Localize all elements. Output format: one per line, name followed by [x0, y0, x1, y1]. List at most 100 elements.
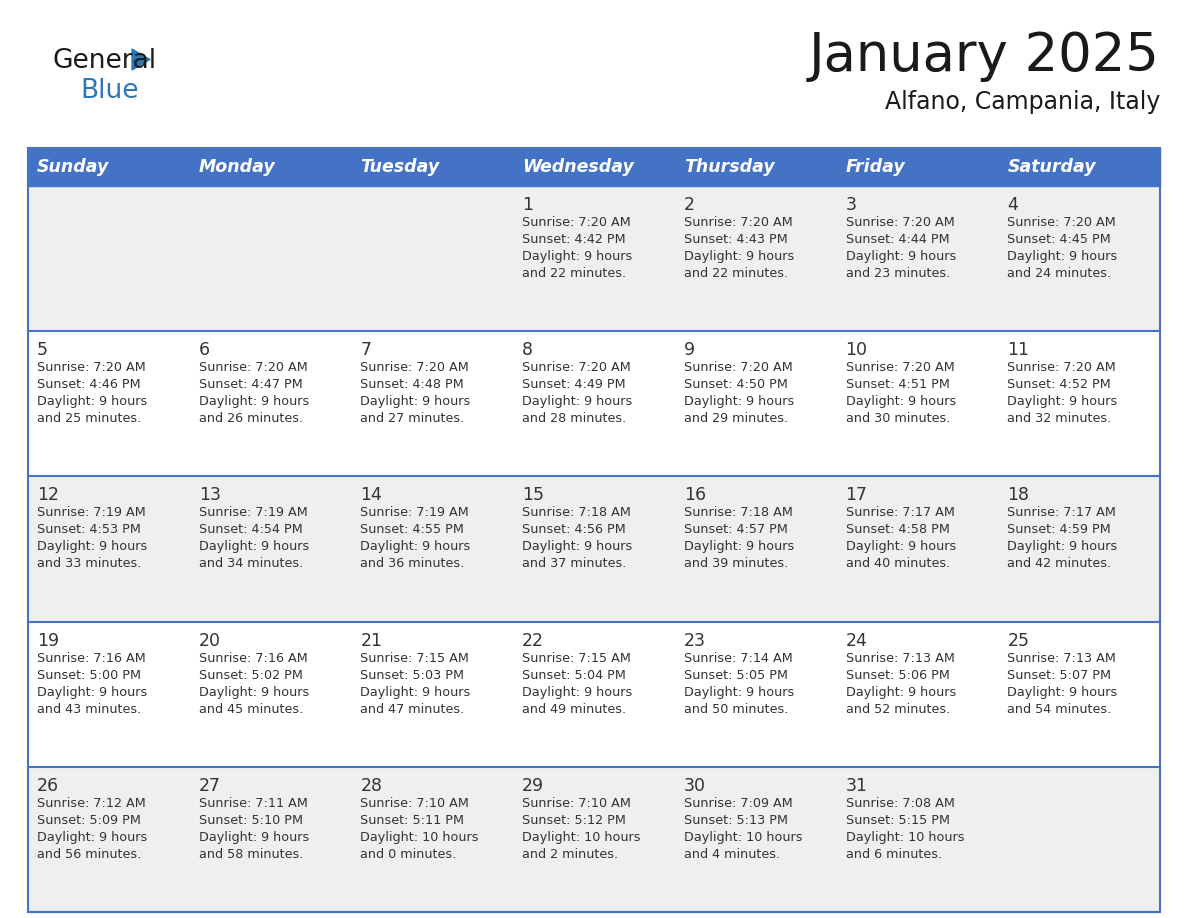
- Text: Sunset: 4:53 PM: Sunset: 4:53 PM: [37, 523, 141, 536]
- Text: 30: 30: [684, 777, 706, 795]
- Text: 12: 12: [37, 487, 59, 504]
- Text: Sunrise: 7:13 AM: Sunrise: 7:13 AM: [846, 652, 954, 665]
- Text: Daylight: 9 hours: Daylight: 9 hours: [198, 396, 309, 409]
- Text: Sunrise: 7:09 AM: Sunrise: 7:09 AM: [684, 797, 792, 810]
- Text: Sunday: Sunday: [37, 158, 109, 176]
- Text: Wednesday: Wednesday: [523, 158, 634, 176]
- Text: Sunrise: 7:20 AM: Sunrise: 7:20 AM: [523, 216, 631, 229]
- Text: Daylight: 9 hours: Daylight: 9 hours: [360, 541, 470, 554]
- Text: Daylight: 10 hours: Daylight: 10 hours: [846, 831, 965, 844]
- Text: Sunset: 4:43 PM: Sunset: 4:43 PM: [684, 233, 788, 246]
- Text: Sunset: 4:57 PM: Sunset: 4:57 PM: [684, 523, 788, 536]
- Text: Sunrise: 7:20 AM: Sunrise: 7:20 AM: [198, 361, 308, 375]
- Text: Daylight: 9 hours: Daylight: 9 hours: [360, 686, 470, 699]
- Text: General: General: [52, 48, 156, 74]
- Text: Tuesday: Tuesday: [360, 158, 440, 176]
- Text: and 47 minutes.: and 47 minutes.: [360, 702, 465, 716]
- Text: 5: 5: [37, 341, 48, 359]
- Text: and 22 minutes.: and 22 minutes.: [684, 267, 788, 280]
- Text: Daylight: 9 hours: Daylight: 9 hours: [1007, 686, 1118, 699]
- Text: Daylight: 9 hours: Daylight: 9 hours: [523, 541, 632, 554]
- Text: 2: 2: [684, 196, 695, 214]
- Text: Sunrise: 7:20 AM: Sunrise: 7:20 AM: [684, 216, 792, 229]
- Text: Daylight: 9 hours: Daylight: 9 hours: [684, 541, 794, 554]
- Text: Sunset: 4:44 PM: Sunset: 4:44 PM: [846, 233, 949, 246]
- Text: 4: 4: [1007, 196, 1018, 214]
- Text: Daylight: 9 hours: Daylight: 9 hours: [37, 541, 147, 554]
- Text: Daylight: 9 hours: Daylight: 9 hours: [198, 686, 309, 699]
- Text: 15: 15: [523, 487, 544, 504]
- Text: 10: 10: [846, 341, 867, 359]
- Text: Sunrise: 7:13 AM: Sunrise: 7:13 AM: [1007, 652, 1117, 665]
- Text: Daylight: 10 hours: Daylight: 10 hours: [523, 831, 640, 844]
- Text: and 37 minutes.: and 37 minutes.: [523, 557, 626, 570]
- Bar: [29, 148, 1159, 912]
- Text: Sunset: 5:02 PM: Sunset: 5:02 PM: [198, 668, 303, 681]
- Text: Sunset: 4:50 PM: Sunset: 4:50 PM: [684, 378, 788, 391]
- Text: Sunrise: 7:17 AM: Sunrise: 7:17 AM: [1007, 507, 1117, 520]
- Text: Daylight: 9 hours: Daylight: 9 hours: [198, 541, 309, 554]
- Text: 17: 17: [846, 487, 867, 504]
- Text: Friday: Friday: [846, 158, 905, 176]
- Text: and 42 minutes.: and 42 minutes.: [1007, 557, 1112, 570]
- Text: Sunrise: 7:19 AM: Sunrise: 7:19 AM: [360, 507, 469, 520]
- Text: Sunset: 4:42 PM: Sunset: 4:42 PM: [523, 233, 626, 246]
- Text: and 24 minutes.: and 24 minutes.: [1007, 267, 1112, 280]
- Text: Sunrise: 7:18 AM: Sunrise: 7:18 AM: [523, 507, 631, 520]
- Text: Sunrise: 7:19 AM: Sunrise: 7:19 AM: [198, 507, 308, 520]
- Text: Blue: Blue: [80, 78, 139, 104]
- Text: Sunrise: 7:10 AM: Sunrise: 7:10 AM: [360, 797, 469, 810]
- Text: Daylight: 9 hours: Daylight: 9 hours: [1007, 396, 1118, 409]
- Text: Sunrise: 7:20 AM: Sunrise: 7:20 AM: [1007, 361, 1116, 375]
- Bar: [513, 148, 675, 186]
- Text: and 36 minutes.: and 36 minutes.: [360, 557, 465, 570]
- Text: Sunrise: 7:20 AM: Sunrise: 7:20 AM: [846, 361, 954, 375]
- Text: Sunrise: 7:20 AM: Sunrise: 7:20 AM: [684, 361, 792, 375]
- Text: and 28 minutes.: and 28 minutes.: [523, 412, 626, 425]
- Text: and 39 minutes.: and 39 minutes.: [684, 557, 788, 570]
- Bar: [29, 186, 1159, 331]
- Text: Sunrise: 7:20 AM: Sunrise: 7:20 AM: [360, 361, 469, 375]
- Text: Sunrise: 7:08 AM: Sunrise: 7:08 AM: [846, 797, 954, 810]
- Polygon shape: [132, 49, 150, 70]
- Text: Sunset: 4:52 PM: Sunset: 4:52 PM: [1007, 378, 1111, 391]
- Text: Sunrise: 7:20 AM: Sunrise: 7:20 AM: [37, 361, 146, 375]
- Text: Daylight: 9 hours: Daylight: 9 hours: [360, 396, 470, 409]
- Text: Sunrise: 7:20 AM: Sunrise: 7:20 AM: [846, 216, 954, 229]
- Text: Sunset: 5:11 PM: Sunset: 5:11 PM: [360, 813, 465, 827]
- Text: 31: 31: [846, 777, 867, 795]
- Text: Sunrise: 7:16 AM: Sunrise: 7:16 AM: [37, 652, 146, 665]
- Text: and 26 minutes.: and 26 minutes.: [198, 412, 303, 425]
- Text: Daylight: 9 hours: Daylight: 9 hours: [523, 396, 632, 409]
- Text: 25: 25: [1007, 632, 1029, 650]
- Text: Daylight: 9 hours: Daylight: 9 hours: [1007, 541, 1118, 554]
- Text: Sunrise: 7:20 AM: Sunrise: 7:20 AM: [523, 361, 631, 375]
- Text: Sunrise: 7:17 AM: Sunrise: 7:17 AM: [846, 507, 954, 520]
- Text: Daylight: 9 hours: Daylight: 9 hours: [37, 686, 147, 699]
- Text: Sunset: 5:15 PM: Sunset: 5:15 PM: [846, 813, 949, 827]
- Bar: [998, 148, 1159, 186]
- Text: 8: 8: [523, 341, 533, 359]
- Text: 19: 19: [37, 632, 59, 650]
- Text: Daylight: 9 hours: Daylight: 9 hours: [684, 396, 794, 409]
- Text: Sunrise: 7:12 AM: Sunrise: 7:12 AM: [37, 797, 146, 810]
- Text: Sunrise: 7:16 AM: Sunrise: 7:16 AM: [198, 652, 308, 665]
- Text: 22: 22: [523, 632, 544, 650]
- Text: Sunset: 5:10 PM: Sunset: 5:10 PM: [198, 813, 303, 827]
- Text: Sunset: 4:48 PM: Sunset: 4:48 PM: [360, 378, 465, 391]
- Text: Daylight: 10 hours: Daylight: 10 hours: [684, 831, 802, 844]
- Bar: [190, 148, 352, 186]
- Text: Sunset: 4:58 PM: Sunset: 4:58 PM: [846, 523, 949, 536]
- Text: Sunset: 5:13 PM: Sunset: 5:13 PM: [684, 813, 788, 827]
- Text: 26: 26: [37, 777, 59, 795]
- Text: Sunrise: 7:15 AM: Sunrise: 7:15 AM: [360, 652, 469, 665]
- Text: Daylight: 9 hours: Daylight: 9 hours: [846, 250, 956, 263]
- Text: Sunset: 5:07 PM: Sunset: 5:07 PM: [1007, 668, 1111, 681]
- Text: 11: 11: [1007, 341, 1029, 359]
- Text: and 0 minutes.: and 0 minutes.: [360, 848, 456, 861]
- Text: Daylight: 9 hours: Daylight: 9 hours: [1007, 250, 1118, 263]
- Text: Sunrise: 7:15 AM: Sunrise: 7:15 AM: [523, 652, 631, 665]
- Text: Thursday: Thursday: [684, 158, 775, 176]
- Text: Sunset: 4:56 PM: Sunset: 4:56 PM: [523, 523, 626, 536]
- Text: Sunset: 4:46 PM: Sunset: 4:46 PM: [37, 378, 140, 391]
